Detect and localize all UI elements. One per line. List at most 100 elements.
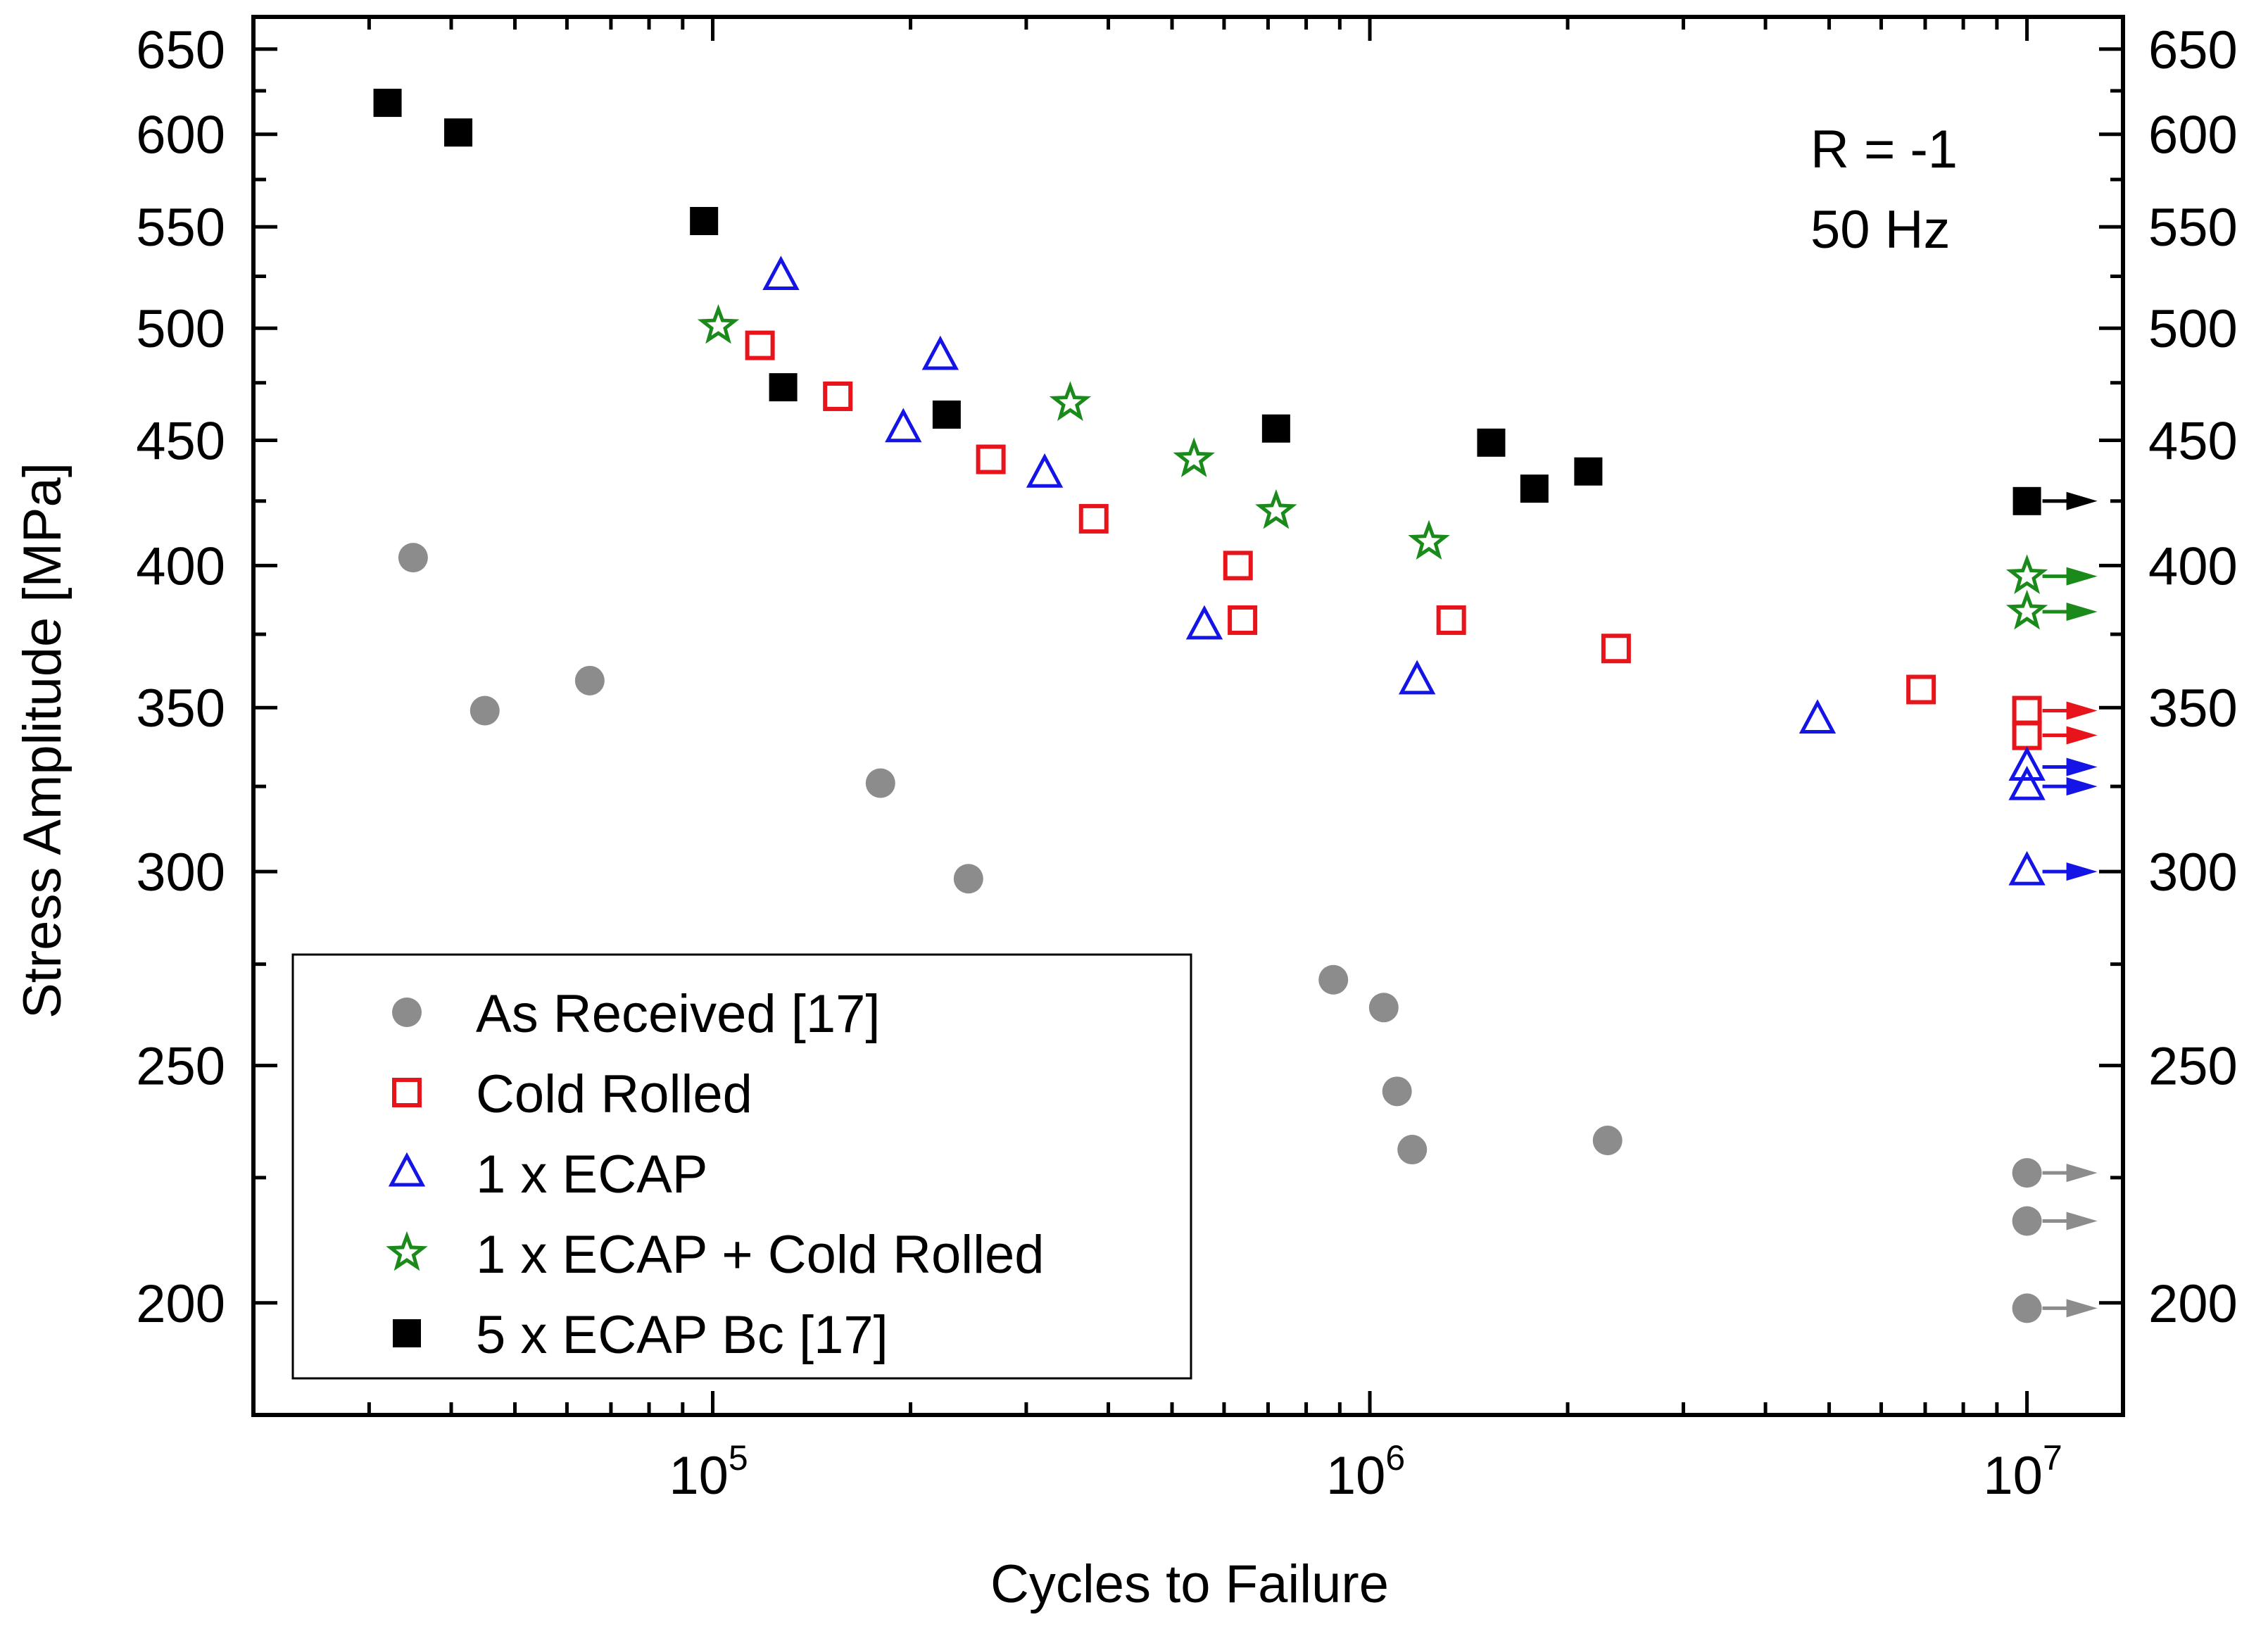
data-point — [470, 696, 500, 726]
data-point — [1255, 489, 1297, 529]
y-tick-label-right: 550 — [2148, 198, 2238, 258]
runout-arrow-head — [2066, 701, 2098, 720]
runout-arrow-head — [2066, 1212, 2098, 1231]
y-tick-label-left: 600 — [136, 106, 225, 165]
y-tick-label-right: 200 — [2148, 1274, 2238, 1334]
data-point — [976, 444, 1006, 474]
data-point — [1261, 414, 1290, 443]
y-tick-labels-left: 200 250 300 350 400 450 500 550 600 650 — [136, 20, 225, 1334]
series-3 — [697, 303, 2098, 630]
y-tick-label-left: 200 — [136, 1274, 225, 1334]
y-tick-label-right: 350 — [2148, 679, 2238, 738]
y-tick-label-left: 450 — [136, 411, 225, 471]
data-point — [1368, 993, 1399, 1023]
series-2 — [762, 256, 2098, 886]
y-tick-label-right: 250 — [2148, 1037, 2238, 1097]
data-point — [921, 335, 959, 370]
runout-arrow-head — [2066, 603, 2098, 622]
data-point — [823, 381, 853, 411]
data-point — [1436, 605, 1466, 635]
y-tick-label-left: 250 — [136, 1037, 225, 1097]
y-tick-label-left: 650 — [136, 20, 225, 80]
y-tick-labels-right: 200 250 300 350 400 450 500 550 600 650 — [2148, 20, 2238, 1334]
data-point — [932, 400, 961, 429]
data-point — [1078, 503, 1109, 534]
runout-point — [2012, 696, 2042, 726]
runout-arrow-head — [2066, 757, 2098, 776]
legend-label: 5 x ECAP Bc [17] — [476, 1305, 888, 1365]
legend-box — [291, 953, 1192, 1380]
runout-arrow-head — [2066, 862, 2098, 881]
runout-point — [2005, 554, 2048, 594]
legend-marker — [392, 998, 422, 1027]
legend-marker — [386, 1231, 428, 1271]
data-point — [762, 256, 800, 291]
data-point — [1477, 428, 1506, 457]
data-point — [1520, 474, 1549, 503]
runout-point — [2012, 486, 2041, 515]
y-tick-label-right: 600 — [2148, 106, 2238, 165]
data-point — [1398, 660, 1436, 695]
y-tick-label-left: 400 — [136, 536, 225, 596]
data-point — [444, 118, 473, 147]
data-point — [1026, 453, 1064, 488]
data-point — [1318, 964, 1349, 995]
data-point — [885, 408, 922, 443]
data-point — [865, 768, 895, 798]
runout-point — [2008, 746, 2046, 781]
plot-frame — [251, 15, 2125, 1417]
runout-point — [2012, 720, 2042, 750]
runout-point — [2005, 589, 2048, 630]
legend-marker — [393, 1319, 421, 1347]
runout-point — [2012, 1158, 2042, 1188]
runout-point — [2008, 765, 2046, 800]
y-tick-label-right: 650 — [2148, 20, 2238, 80]
x-tick-label: 106 — [1326, 1438, 1405, 1506]
runout-point — [2012, 1206, 2042, 1236]
data-point — [1397, 1135, 1428, 1165]
data-point — [1223, 550, 1253, 581]
runout-arrow-head — [2066, 777, 2098, 796]
data-point — [1408, 520, 1450, 560]
y-tick-label-left: 550 — [136, 198, 225, 258]
runout-arrow-head — [2066, 1164, 2098, 1183]
y-tick-label-left: 300 — [136, 843, 225, 902]
legend-label: 1 x ECAP — [476, 1145, 707, 1204]
series-0 — [398, 543, 2098, 1323]
data-point — [1906, 674, 1936, 705]
annotation-frequency: 50 Hz — [1810, 200, 1951, 260]
data-point — [1798, 699, 1837, 734]
legend-marker — [388, 1152, 426, 1187]
x-tick-labels: 105 106 107 — [669, 1438, 2062, 1506]
data-point — [1228, 605, 1258, 635]
y-tick-label-right: 400 — [2148, 536, 2238, 596]
y-axis-title: Stress Amplitude [MPa] — [13, 463, 73, 1019]
data-point — [745, 330, 775, 360]
runout-arrow-head — [2066, 726, 2098, 745]
x-tick-label: 107 — [1983, 1438, 2062, 1506]
data-point — [373, 89, 402, 118]
runout-arrow-head — [2066, 491, 2098, 510]
data-point — [398, 543, 428, 573]
data-point — [1049, 381, 1092, 421]
legend-label: Cold Rolled — [476, 1064, 752, 1124]
legend-label: As Received [17] — [476, 984, 881, 1044]
data-point — [1185, 605, 1223, 640]
data-point — [1574, 457, 1603, 486]
legend: As Received [17] Cold Rolled 1 x ECAP 1 x E… — [291, 953, 1192, 1380]
data-point — [690, 206, 719, 235]
data-point — [1601, 634, 1631, 664]
data-point — [1382, 1076, 1412, 1107]
data-point — [953, 864, 983, 894]
legend-items: As Received [17] Cold Rolled 1 x ECAP 1 x E… — [386, 984, 1045, 1365]
series-4 — [373, 89, 2098, 515]
data-point — [1173, 437, 1216, 477]
data-points — [373, 89, 2098, 1323]
series-1 — [745, 330, 2098, 750]
data-point — [697, 303, 740, 344]
data-point — [769, 373, 798, 402]
runout-arrow-head — [2066, 567, 2098, 586]
y-tick-label-left: 350 — [136, 679, 225, 738]
y-tick-label-right: 300 — [2148, 843, 2238, 902]
y-tick-label-left: 500 — [136, 299, 225, 359]
